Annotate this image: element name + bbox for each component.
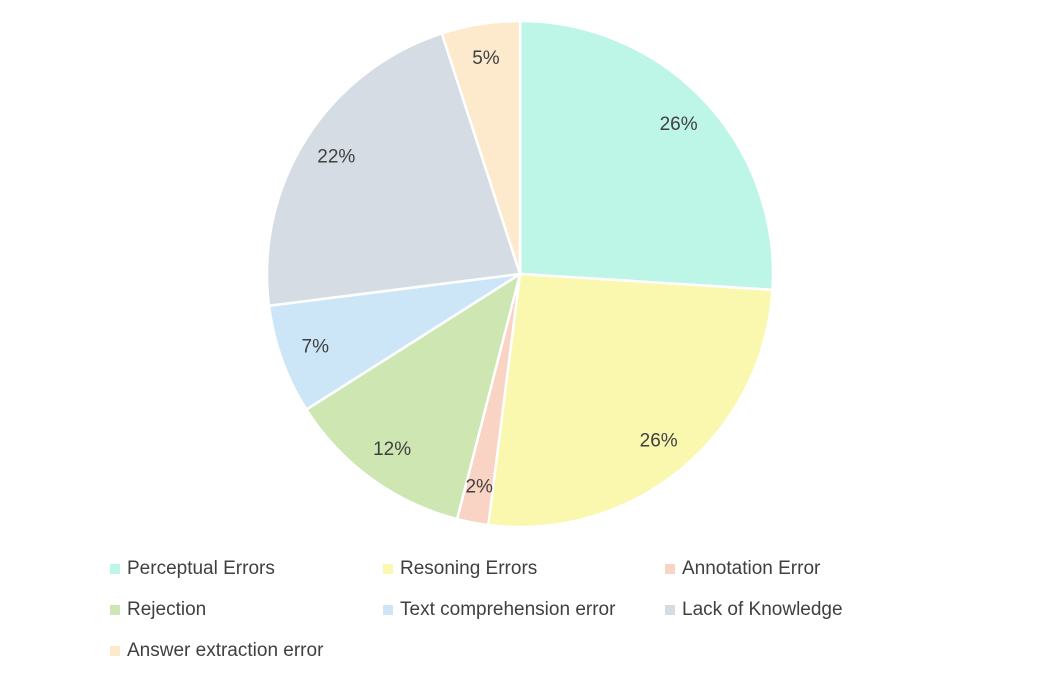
legend-label: Annotation Error: [682, 558, 821, 579]
pie-slice: [265, 31, 522, 308]
legend-label: Resoning Errors: [400, 558, 537, 579]
legend-swatch: [665, 605, 675, 615]
pie-slice: [486, 272, 774, 529]
pie-slice: [518, 19, 775, 292]
legend-label: Perceptual Errors: [127, 558, 275, 579]
data-label: 22%: [317, 146, 355, 167]
legend-label: Lack of Knowledge: [682, 599, 843, 620]
legend-swatch: [110, 605, 120, 615]
data-label: 7%: [302, 337, 330, 358]
legend-swatch: [110, 564, 120, 574]
pie-slice: [304, 271, 522, 521]
data-label: 2%: [465, 477, 493, 498]
data-label: 26%: [660, 114, 698, 135]
legend-swatch: [665, 564, 675, 574]
legend-swatch: [383, 564, 393, 574]
pie-slice: [267, 272, 521, 412]
data-label: 12%: [373, 439, 411, 460]
data-label: 26%: [640, 431, 678, 452]
legend-swatch: [110, 646, 120, 656]
legend-label: Text comprehension error: [400, 599, 616, 620]
data-label: 5%: [472, 48, 500, 69]
legend-label: Answer extraction error: [127, 640, 324, 661]
pie-slice: [440, 19, 522, 275]
legend-label: Rejection: [127, 599, 206, 620]
legend-swatch: [383, 605, 393, 615]
